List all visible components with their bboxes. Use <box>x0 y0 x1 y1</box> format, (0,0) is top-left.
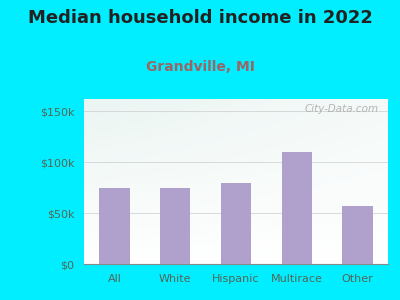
Bar <box>221 182 251 264</box>
Text: Median household income in 2022: Median household income in 2022 <box>28 9 372 27</box>
Bar <box>342 206 373 264</box>
Bar <box>99 188 130 264</box>
Bar <box>282 152 312 264</box>
Text: City-Data.com: City-Data.com <box>305 104 379 114</box>
Bar <box>160 188 190 264</box>
Text: Grandville, MI: Grandville, MI <box>146 60 254 74</box>
